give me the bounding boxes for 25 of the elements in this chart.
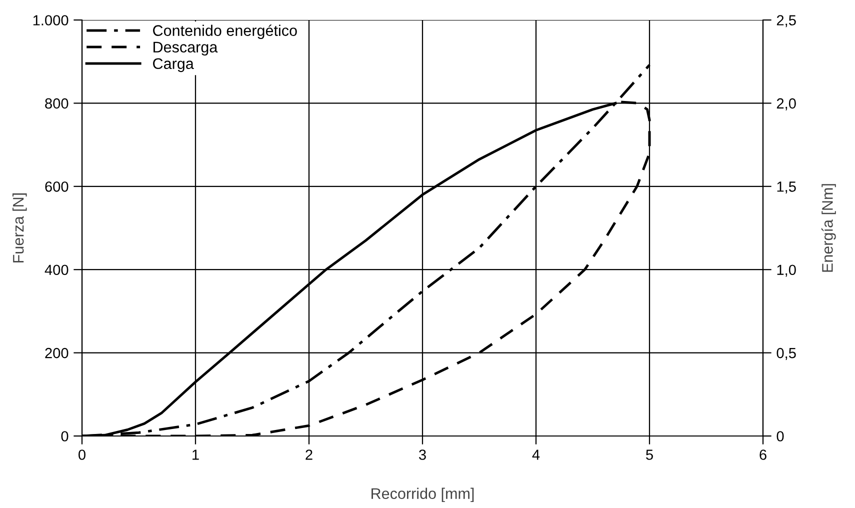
x-tick-label: 4 xyxy=(532,450,540,460)
x-tick-label: 0 xyxy=(78,450,86,460)
x-axis-title: Recorrido [mm] xyxy=(372,488,474,502)
y2-tick-label: 0 xyxy=(776,431,784,442)
x-tick-label: 5 xyxy=(646,450,653,460)
y2-tick-label: 2,5 xyxy=(776,15,796,28)
x-tick-label: 2 xyxy=(306,450,312,460)
y-axis-title: Fuerza [N] xyxy=(12,193,27,262)
legend-label: Carga xyxy=(153,58,194,72)
y-tick-label: 1.000 xyxy=(33,15,68,26)
x-tick-label: 1 xyxy=(192,450,199,460)
y2-tick-label: 1,0 xyxy=(777,264,796,277)
y2-tick-label: 1,5 xyxy=(777,182,796,194)
legend-label: Contenido energético xyxy=(153,24,297,40)
y2-tick-label: 2,0 xyxy=(776,98,796,110)
y-tick-label: 800 xyxy=(45,98,68,109)
y2-tick-label: 0,5 xyxy=(776,348,796,360)
y-tick-label: 0 xyxy=(61,431,68,442)
y-tick-label: 400 xyxy=(44,264,68,276)
y-tick-label: 200 xyxy=(45,348,68,358)
legend-label: Descarga xyxy=(154,42,218,56)
y-tick-label: 600 xyxy=(45,182,68,192)
x-tick-label: 6 xyxy=(760,450,766,460)
x-tick-label: 3 xyxy=(419,450,426,460)
y2-axis-title: Energía [Nm] xyxy=(821,184,836,272)
